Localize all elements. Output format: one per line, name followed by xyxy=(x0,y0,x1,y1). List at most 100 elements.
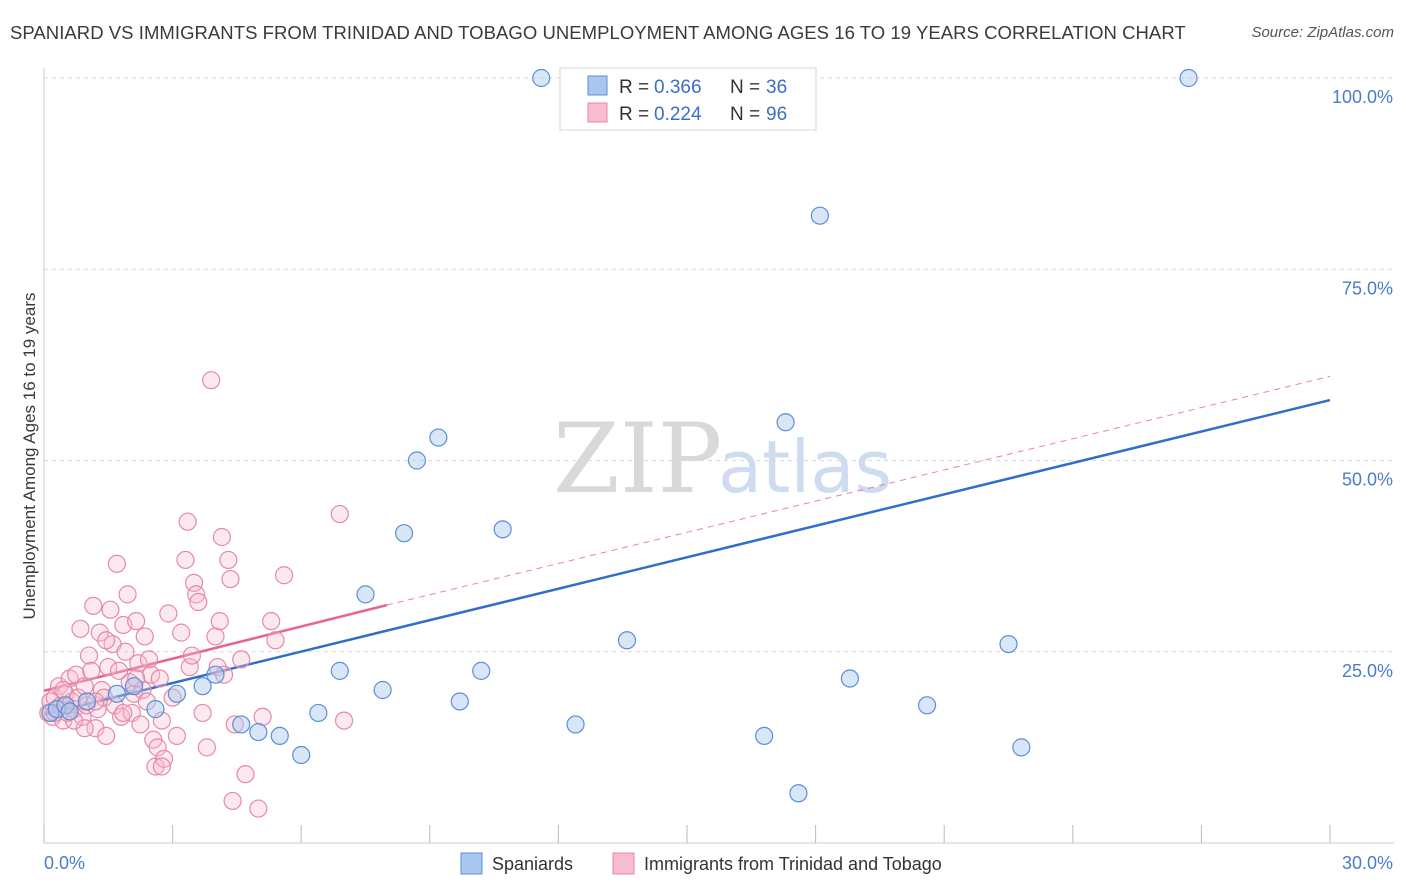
spaniards-point-34 xyxy=(917,696,937,715)
immigrants-point-29 xyxy=(101,600,120,619)
immigrants-point-33 xyxy=(109,661,129,680)
immigrants-point-55 xyxy=(159,604,178,623)
y-tick-label-0: 25.0% xyxy=(1342,661,1393,681)
immigrants-point-81 xyxy=(262,612,281,631)
spaniards-point-9 xyxy=(193,677,212,696)
immigrants-point-76 xyxy=(225,715,244,734)
immigrants-point-17 xyxy=(75,677,94,696)
immigrants-point-58 xyxy=(172,623,191,642)
spaniards-point-28 xyxy=(617,631,637,650)
immigrants-point-68 xyxy=(206,627,225,646)
legend-swatch-immigrants xyxy=(587,102,608,123)
spaniards-point-19 xyxy=(394,524,414,543)
x-tick-label-0: 0.0% xyxy=(44,853,85,873)
watermark-atlas: atlas xyxy=(718,425,892,509)
spaniards-point-4 xyxy=(77,692,96,711)
legend-n-label-1: N = xyxy=(730,77,760,98)
immigrants-point-36 xyxy=(116,642,135,661)
spaniards-point-12 xyxy=(249,722,268,742)
immigrants-point-51 xyxy=(148,738,167,757)
y-tick-label-3: 100.0% xyxy=(1332,87,1393,107)
immigrants-point-43 xyxy=(131,715,150,734)
spaniards-point-33 xyxy=(840,669,859,688)
immigrants-point-32 xyxy=(107,554,126,573)
immigrants-point-37 xyxy=(118,585,137,604)
grid-lines xyxy=(44,77,1394,653)
immigrants-point-80 xyxy=(253,707,272,726)
immigrants-point-67 xyxy=(202,371,221,390)
immigrants-point-89 xyxy=(97,631,116,650)
immigrants-point-41 xyxy=(127,612,146,631)
spaniards-point-29 xyxy=(755,726,774,746)
watermark-zip: ZIP xyxy=(553,403,722,515)
legend-n-label-2: N = xyxy=(730,104,760,125)
legend-n-value-1: 36 xyxy=(766,77,787,98)
series-legend-label-immigrants: Immigrants from Trinidad and Tobago xyxy=(644,854,942,874)
immigrants-point-45 xyxy=(135,627,154,646)
immigrants-point-79 xyxy=(249,799,268,818)
immigrants-point-59 xyxy=(176,550,195,570)
immigrants-trend-extension xyxy=(386,375,1331,606)
spaniards-point-16 xyxy=(330,661,349,680)
spaniards-point-7 xyxy=(146,700,165,719)
source-credit: Source: ZipAtlas.com xyxy=(1251,24,1394,41)
spaniards-point-13 xyxy=(270,726,289,746)
immigrants-point-71 xyxy=(212,527,231,547)
series-legend-swatch-spaniards xyxy=(460,852,483,875)
spaniards-trend-line xyxy=(43,398,1331,716)
immigrants-point-21 xyxy=(84,596,103,615)
watermark: ZIP atlas xyxy=(553,403,892,515)
legend-r-value-2: 0.224 xyxy=(654,104,702,125)
immigrants-point-85 xyxy=(334,711,354,730)
y-tick-label-1: 50.0% xyxy=(1342,470,1393,490)
spaniards-point-11 xyxy=(232,715,251,734)
spaniards-point-3 xyxy=(60,702,79,721)
series-legend-label-spaniards: Spaniards xyxy=(492,854,573,874)
legend-r-label-2: R = xyxy=(619,104,649,125)
immigrants-point-53 xyxy=(152,711,171,730)
immigrants-point-92 xyxy=(152,757,171,776)
legend-swatch-spaniards xyxy=(587,75,608,96)
chart-title: SPANIARD VS IMMIGRANTS FROM TRINIDAD AND… xyxy=(10,22,1186,43)
stats-legend: R = 0.366 N = 36 R = 0.224 N = 96 xyxy=(559,67,817,131)
spaniards-point-32 xyxy=(810,206,829,225)
legend-r-label-1: R = xyxy=(619,77,649,98)
immigrants-point-78 xyxy=(236,765,255,784)
spaniards-point-17 xyxy=(356,585,375,604)
immigrants-point-57 xyxy=(167,726,186,746)
immigrants-point-18 xyxy=(77,696,96,715)
immigrants-point-60 xyxy=(178,512,197,531)
immigrants-point-83 xyxy=(274,566,294,585)
spaniards-point-10 xyxy=(206,665,225,684)
x-tick-label-1: 30.0% xyxy=(1342,853,1393,873)
spaniards-point-22 xyxy=(450,692,469,711)
immigrants-point-93 xyxy=(182,646,201,665)
immigrants-point-82 xyxy=(266,631,285,650)
immigrants-point-20 xyxy=(82,661,101,680)
spaniards-point-21 xyxy=(429,428,448,447)
immigrants-point-74 xyxy=(221,569,240,589)
series-legend: Spaniards Immigrants from Trinidad and T… xyxy=(460,852,942,875)
spaniards-point-14 xyxy=(292,745,311,765)
x-tick-labels: 0.0% 30.0% xyxy=(44,853,1393,873)
legend-n-value-2: 96 xyxy=(766,104,787,125)
immigrants-point-84 xyxy=(330,504,349,524)
spaniards-point-36 xyxy=(1012,738,1031,757)
immigrants-point-19 xyxy=(79,646,99,665)
immigrants-point-64 xyxy=(189,592,208,612)
spaniards-point-18 xyxy=(373,680,392,700)
immigrants-point-27 xyxy=(97,726,116,746)
immigrants-point-73 xyxy=(219,550,238,570)
immigrants-point-77 xyxy=(232,650,251,669)
immigrants-point-65 xyxy=(193,703,212,723)
immigrants-point-48 xyxy=(142,665,161,684)
immigrants-point-62 xyxy=(184,573,204,593)
legend-r-value-1: 0.366 xyxy=(654,77,702,98)
spaniards-point-31 xyxy=(789,784,808,803)
spaniards-point-35 xyxy=(999,634,1018,654)
spaniards-point-20 xyxy=(407,451,427,470)
immigrants-point-47 xyxy=(139,650,159,669)
spaniards-point-37 xyxy=(1179,68,1198,88)
immigrants-point-15 xyxy=(71,619,90,638)
